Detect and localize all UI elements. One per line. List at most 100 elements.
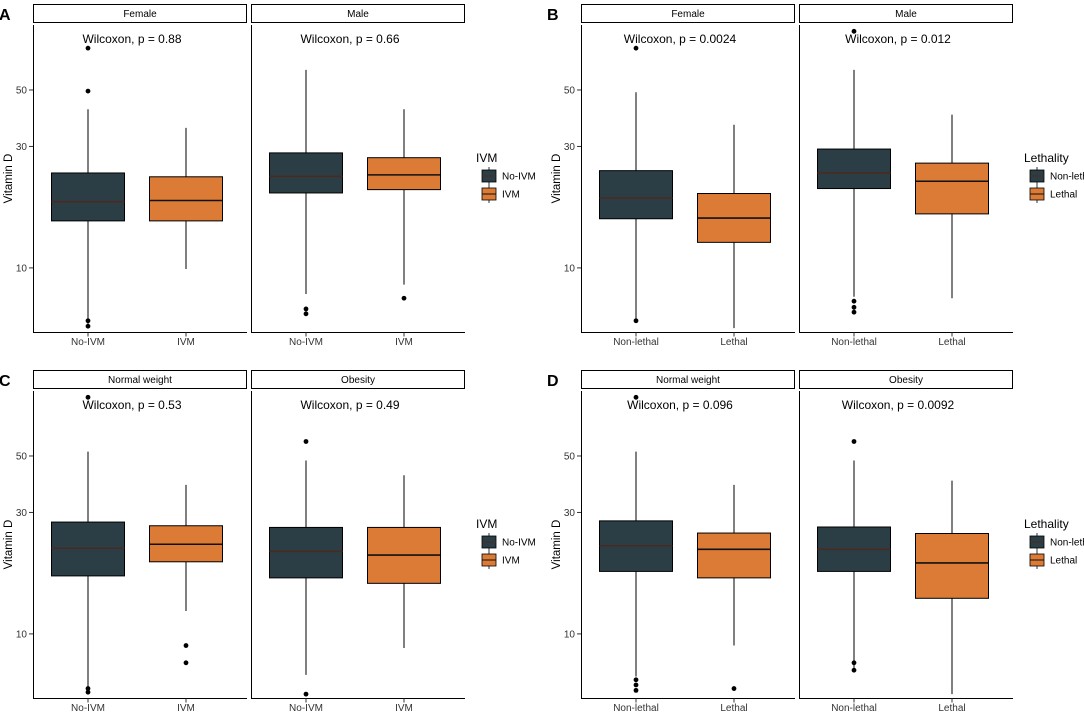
x-tick-label: IVM	[395, 703, 413, 712]
y-tick-label: 30	[564, 508, 576, 519]
y-tick-label: 50	[564, 85, 576, 96]
box-iqr	[915, 162, 989, 215]
outlier-point	[851, 304, 857, 310]
legend-label: No-IVM	[502, 172, 536, 183]
y-tick-label: 30	[16, 508, 28, 519]
box-iqr	[697, 532, 771, 579]
outlier-point	[303, 691, 309, 697]
box-iqr	[269, 526, 343, 579]
y-axis-label: Vitamin D	[3, 520, 15, 570]
facet-strip-label: Normal weight	[656, 375, 720, 386]
wilcoxon-annotation: Wilcoxon, p = 0.53	[82, 398, 181, 412]
box-iqr	[149, 176, 223, 222]
outlier-point	[85, 45, 91, 51]
x-tick-label: No-IVM	[289, 703, 323, 712]
facet-male: Male Wilcoxon, p = 0.012 Non-lethal Lethal	[799, 4, 1013, 348]
outlier-point	[183, 643, 189, 648]
outlier-point	[851, 660, 857, 666]
x-tick-label: Non-lethal	[613, 337, 659, 348]
outlier-point	[85, 323, 91, 329]
y-tick-label: 50	[16, 85, 28, 96]
panel-letter: D	[547, 373, 559, 390]
outlier-point	[851, 298, 857, 304]
box-lethal	[697, 124, 771, 329]
y-axis-label: Vitamin D	[3, 154, 15, 204]
outlier-point	[851, 667, 857, 673]
legend-label: Lethal	[1050, 190, 1077, 201]
x-tick-label: Lethal	[720, 337, 747, 348]
facet-strip-label: Male	[347, 9, 369, 20]
x-tick-label: Non-lethal	[831, 703, 877, 712]
facet-strip	[581, 370, 795, 389]
legend-label: No-IVM	[502, 538, 536, 549]
legend-label: Non-lethal	[1050, 538, 1084, 549]
y-tick-label: 30	[16, 142, 28, 153]
facet-strip	[33, 4, 247, 23]
box-iqr	[817, 148, 891, 190]
box-lethal	[697, 484, 771, 691]
x-tick-label: Lethal	[720, 703, 747, 712]
outlier-point	[633, 687, 639, 693]
legend-title: Lethality	[1024, 517, 1069, 531]
outlier-point	[401, 295, 407, 301]
outlier-point	[85, 394, 91, 400]
box-no-ivm	[269, 439, 343, 697]
box-non-lethal	[599, 45, 673, 324]
facet-normal-weight: Normal weight 10 30 50 Wilcoxon, p = 0.096 No…	[564, 370, 795, 712]
legend-label: Non-lethal	[1050, 172, 1084, 183]
box-iqr	[599, 170, 673, 220]
wilcoxon-annotation: Wilcoxon, p = 0.012	[845, 32, 951, 46]
facet-female: Female 10 30 50 Wilcoxon, p = 0.0024 Non-leth…	[564, 4, 795, 348]
outlier-point	[183, 660, 189, 666]
facet-strip	[799, 370, 1013, 389]
legend-title: IVM	[476, 517, 497, 531]
outlier-point	[303, 439, 309, 444]
outlier-point	[851, 309, 857, 315]
outlier-point	[85, 88, 91, 94]
box-lethal	[915, 480, 989, 695]
legend: Lethality Non-lethal Lethal	[1024, 517, 1084, 569]
facet-female: Female 10 30 50 Wilcoxon, p = 0.88 No-IVM IVM	[16, 4, 247, 348]
box-iqr	[367, 157, 441, 191]
facet-strip-label: Obesity	[341, 375, 375, 386]
outlier-point	[633, 45, 639, 51]
box-iqr	[915, 532, 989, 599]
x-tick-label: No-IVM	[289, 337, 323, 348]
facet-strip-label: Normal weight	[108, 375, 172, 386]
legend-label: Lethal	[1050, 556, 1077, 567]
outlier-point	[85, 686, 91, 691]
facet-obesity: Obesity Wilcoxon, p = 0.0092 Non-lethal Let…	[799, 370, 1013, 712]
facet-strip	[581, 4, 795, 23]
wilcoxon-annotation: Wilcoxon, p = 0.88	[82, 32, 181, 46]
outlier-point	[633, 682, 639, 688]
wilcoxon-annotation: Wilcoxon, p = 0.49	[300, 398, 399, 412]
outlier-point	[633, 394, 639, 400]
box-iqr	[269, 152, 343, 194]
outlier-point	[851, 439, 857, 444]
x-tick-label: IVM	[177, 337, 195, 348]
outlier-point	[851, 28, 857, 34]
facet-strip-label: Female	[671, 9, 705, 20]
panel-letter: A	[0, 7, 11, 24]
outlier-point	[633, 318, 639, 324]
outlier-point	[633, 677, 639, 683]
facet-strip	[33, 370, 247, 389]
wilcoxon-annotation: Wilcoxon, p = 0.096	[627, 398, 733, 412]
x-tick-label: No-IVM	[71, 337, 105, 348]
x-tick-label: Lethal	[938, 337, 965, 348]
x-tick-label: No-IVM	[71, 703, 105, 712]
x-tick-label: Lethal	[938, 703, 965, 712]
box-non-lethal	[599, 394, 673, 693]
x-tick-label: Non-lethal	[831, 337, 877, 348]
box-ivm	[367, 109, 441, 301]
legend-label: IVM	[502, 556, 520, 567]
y-tick-label: 10	[16, 629, 28, 640]
box-ivm	[367, 475, 441, 649]
y-axis-label: Vitamin D	[551, 520, 563, 570]
facet-strip-label: Female	[123, 9, 157, 20]
x-tick-label: Non-lethal	[613, 703, 659, 712]
wilcoxon-annotation: Wilcoxon, p = 0.66	[300, 32, 399, 46]
outlier-point	[303, 306, 309, 312]
panel-letter: B	[547, 7, 559, 24]
